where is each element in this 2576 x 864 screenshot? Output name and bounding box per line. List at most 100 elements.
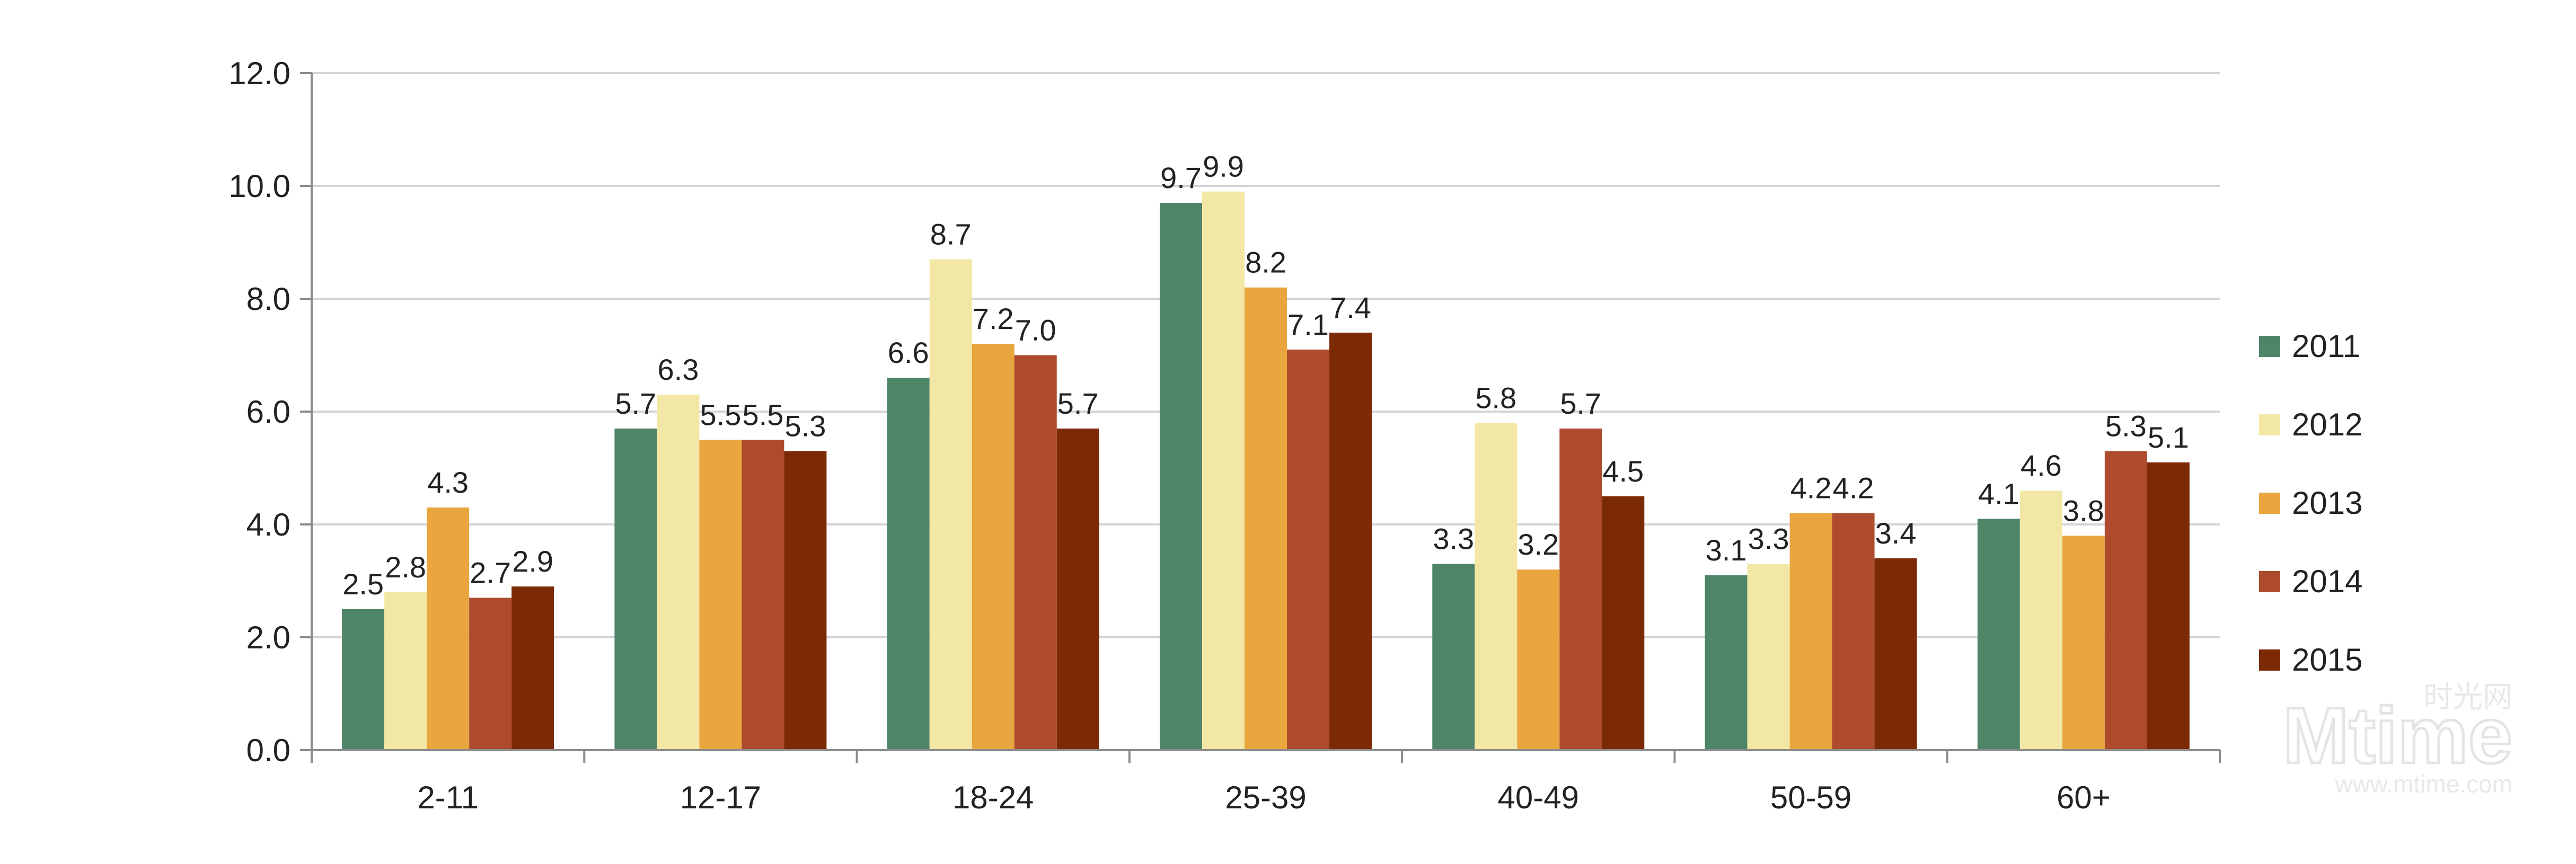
data-label: 5.7 xyxy=(615,387,656,420)
data-label: 9.7 xyxy=(1160,161,1202,194)
bar-2013-18-24 xyxy=(972,344,1014,750)
bar-2013-60+ xyxy=(2062,536,2105,750)
watermark-url: www.mtime.com xyxy=(2334,770,2512,798)
bar-2014-2-11 xyxy=(469,598,512,750)
x-axis xyxy=(311,73,2221,763)
y-tick-label: 8.0 xyxy=(246,281,290,317)
data-label: 3.4 xyxy=(1875,516,1917,550)
bar-2013-40-49 xyxy=(1517,569,1560,750)
bar-2014-18-24 xyxy=(1014,355,1057,750)
data-label: 3.1 xyxy=(1706,533,1747,567)
data-label: 5.5 xyxy=(700,398,741,431)
data-label: 5.3 xyxy=(2105,409,2147,443)
bar-2014-60+ xyxy=(2104,451,2147,750)
data-label: 7.0 xyxy=(1015,314,1056,347)
x-category-label: 50-59 xyxy=(1770,780,1851,815)
data-label: 2.5 xyxy=(342,567,384,601)
y-tick-label: 0.0 xyxy=(246,733,290,768)
bar-2014-40-49 xyxy=(1559,428,1602,750)
y-axis-ticks: 0.0 2.0 4.0 6.0 8.0 10.0 12.0 xyxy=(228,56,312,768)
y-tick-label: 6.0 xyxy=(246,394,290,430)
x-category-label: 12-17 xyxy=(680,780,761,815)
data-label: 2.9 xyxy=(512,545,553,578)
data-label: 3.3 xyxy=(1433,522,1474,556)
bar-2011-12-17 xyxy=(614,428,657,750)
data-labels: 2.52.84.32.7 2.95.76.35.5 5.5 5.36.68.77.2 7… xyxy=(342,150,2189,601)
bar-2015-60+ xyxy=(2147,462,2190,750)
bar-2012-18-24 xyxy=(929,259,972,750)
y-tick-label: 4.0 xyxy=(246,507,290,542)
legend-label: 2015 xyxy=(2292,642,2362,678)
y-tick-label: 10.0 xyxy=(228,168,290,204)
legend: 2011 2012 2013 2014 2015 xyxy=(2259,328,2362,678)
bar-2013-50-59 xyxy=(1789,513,1832,750)
legend-swatch-2011 xyxy=(2259,336,2280,357)
bar-2011-18-24 xyxy=(887,378,930,750)
data-label: 4.3 xyxy=(427,466,469,499)
bar-2015-12-17 xyxy=(784,451,827,750)
data-label: 7.4 xyxy=(1330,291,1371,324)
legend-label: 2013 xyxy=(2292,485,2362,521)
data-label: 3.2 xyxy=(1518,528,1559,561)
data-label: 7.2 xyxy=(973,302,1014,335)
y-tick-label: 2.0 xyxy=(246,620,290,655)
data-label: 5.7 xyxy=(1057,387,1099,420)
legend-swatch-2014 xyxy=(2259,571,2280,592)
bar-2012-60+ xyxy=(2019,491,2062,750)
bar-2013-12-17 xyxy=(699,440,742,750)
data-label: 4.1 xyxy=(1978,477,2019,510)
bar-2012-40-49 xyxy=(1475,423,1518,750)
data-label: 7.1 xyxy=(1287,308,1329,341)
bar-2014-50-59 xyxy=(1832,513,1875,750)
bar-2012-12-17 xyxy=(657,395,700,750)
x-category-label: 18-24 xyxy=(952,780,1034,815)
data-label: 3.8 xyxy=(2063,494,2104,527)
data-label: 9.9 xyxy=(1203,150,1244,183)
data-label: 3.3 xyxy=(1748,522,1789,556)
x-category-label: 40-49 xyxy=(1498,780,1579,815)
data-label: 5.8 xyxy=(1475,381,1516,414)
data-label: 5.3 xyxy=(784,409,826,443)
bar-2011-25-39 xyxy=(1160,202,1202,751)
data-label: 2.7 xyxy=(470,556,511,589)
legend-label: 2012 xyxy=(2292,407,2362,442)
watermark-logo: Mtime xyxy=(2283,691,2512,780)
data-label: 5.5 xyxy=(742,398,783,431)
bar-2012-2-11 xyxy=(384,592,427,750)
bar-2015-25-39 xyxy=(1329,332,1372,750)
x-category-label: 2-11 xyxy=(417,780,479,815)
bar-2014-12-17 xyxy=(742,440,784,750)
watermark-cn: 时光网 xyxy=(2423,680,2512,714)
bar-2013-25-39 xyxy=(1245,287,1287,750)
mtime-watermark: 时光网 Mtime www.mtime.com xyxy=(2281,680,2513,798)
x-category-label: 25-39 xyxy=(1225,780,1306,815)
legend-swatch-2015 xyxy=(2259,649,2280,671)
bar-2012-50-59 xyxy=(1747,564,1790,750)
data-label: 2.8 xyxy=(385,550,426,584)
data-label: 6.6 xyxy=(888,336,929,369)
bar-2011-50-59 xyxy=(1705,575,1748,750)
data-label: 6.3 xyxy=(657,353,699,386)
legend-label: 2014 xyxy=(2292,564,2362,599)
legend-swatch-2012 xyxy=(2259,414,2280,435)
data-label: 5.1 xyxy=(2148,421,2189,454)
bar-2012-25-39 xyxy=(1202,191,1245,750)
data-label: 5.7 xyxy=(1560,387,1601,420)
data-label: 4.5 xyxy=(1602,455,1644,488)
bar-2013-2-11 xyxy=(427,507,470,750)
data-label: 4.2 xyxy=(1833,471,1874,505)
bar-2011-2-11 xyxy=(342,609,385,750)
bar-2015-18-24 xyxy=(1056,428,1099,750)
y-tick-label: 12.0 xyxy=(228,56,290,91)
bar-2015-50-59 xyxy=(1874,558,1917,750)
bar-2015-40-49 xyxy=(1602,496,1645,750)
legend-label: 2011 xyxy=(2292,328,2360,364)
data-label: 8.7 xyxy=(930,217,972,251)
data-label: 4.2 xyxy=(1790,471,1832,505)
bar-2014-25-39 xyxy=(1287,349,1329,750)
x-category-label: 60+ xyxy=(2057,780,2111,815)
data-label: 4.6 xyxy=(2021,449,2062,482)
legend-swatch-2013 xyxy=(2259,493,2280,514)
